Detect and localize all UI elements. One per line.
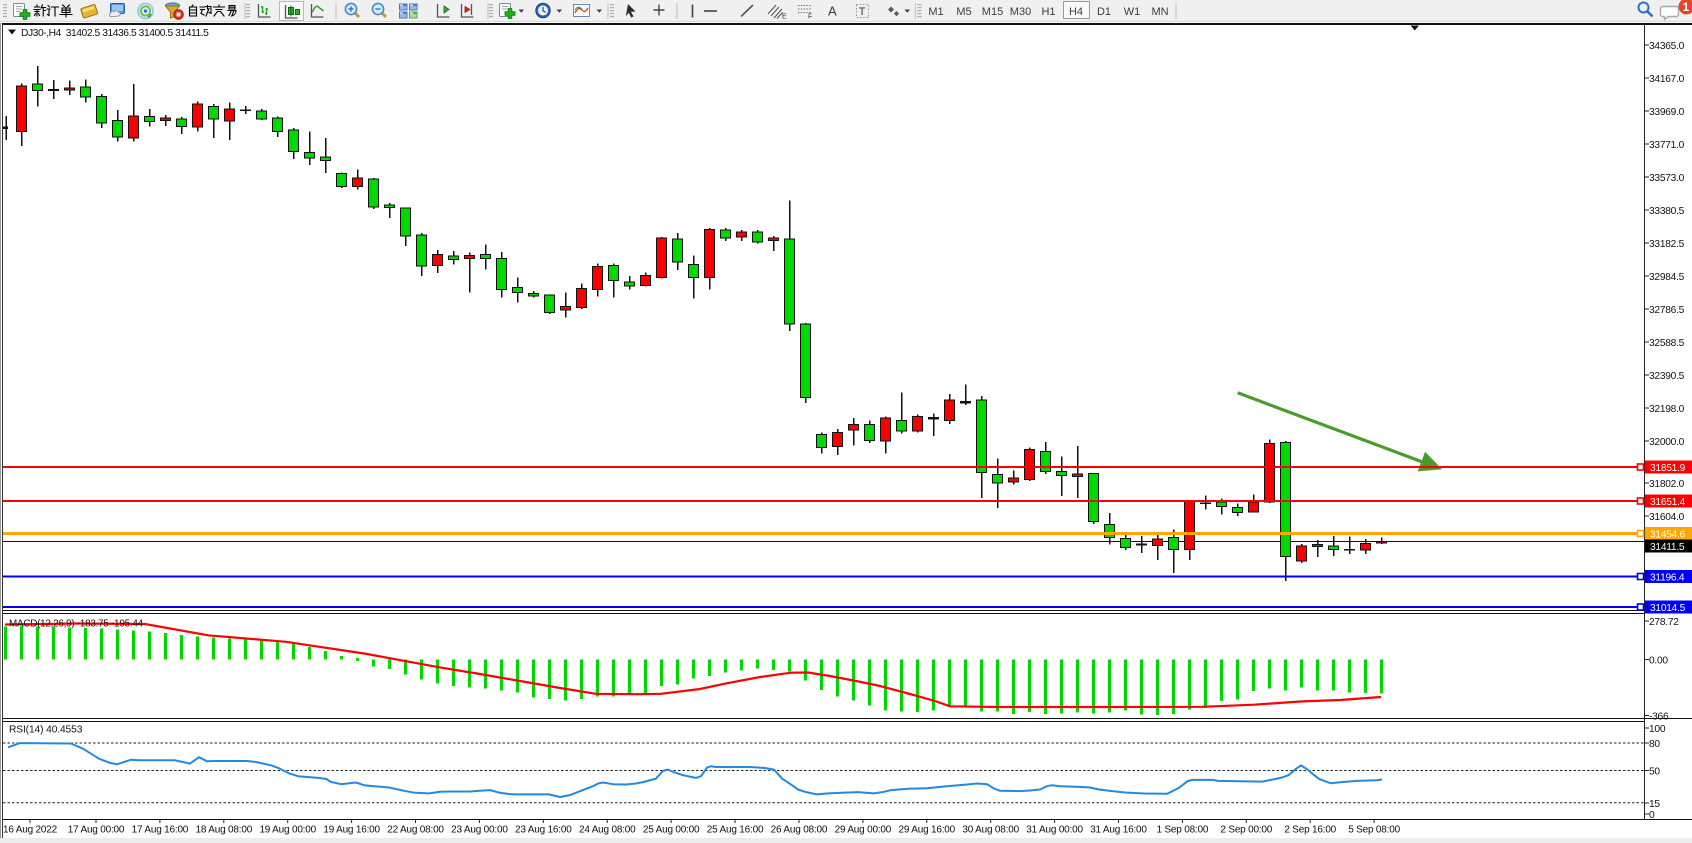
svg-text:33573.0: 33573.0 (1649, 173, 1685, 184)
svg-text:2 Sep 16:00: 2 Sep 16:00 (1284, 825, 1336, 836)
svg-text:32390.5: 32390.5 (1649, 371, 1685, 382)
svg-text:31604.0: 31604.0 (1649, 512, 1685, 523)
svg-text:33771.0: 33771.0 (1649, 140, 1685, 151)
svg-text:0: 0 (1649, 810, 1655, 821)
svg-text:31 Aug 00:00: 31 Aug 00:00 (1026, 825, 1083, 836)
svg-text:31 Aug 16:00: 31 Aug 16:00 (1090, 825, 1147, 836)
svg-text:34365.0: 34365.0 (1649, 41, 1685, 52)
svg-text:15: 15 (1649, 799, 1660, 810)
svg-text:22 Aug 08:00: 22 Aug 08:00 (387, 825, 444, 836)
svg-text:M30: M30 (1010, 6, 1031, 18)
svg-text:25 Aug 00:00: 25 Aug 00:00 (643, 825, 700, 836)
svg-text:E: E (782, 14, 787, 21)
svg-text:30 Aug 08:00: 30 Aug 08:00 (962, 825, 1019, 836)
svg-text:32786.5: 32786.5 (1649, 305, 1685, 316)
svg-text:32198.0: 32198.0 (1649, 404, 1685, 415)
svg-text:278.72: 278.72 (1649, 617, 1679, 628)
svg-text:2 Sep 00:00: 2 Sep 00:00 (1220, 825, 1272, 836)
svg-text:RSI(14) 40.4553: RSI(14) 40.4553 (9, 725, 83, 736)
svg-text:5 Sep 08:00: 5 Sep 08:00 (1348, 825, 1400, 836)
svg-text:M1: M1 (928, 6, 943, 18)
svg-text:MN: MN (1151, 6, 1168, 18)
svg-text:33182.5: 33182.5 (1649, 239, 1685, 250)
svg-text:1 Sep 08:00: 1 Sep 08:00 (1157, 825, 1209, 836)
svg-text:31411.5: 31411.5 (1650, 542, 1685, 553)
svg-text:25 Aug 16:00: 25 Aug 16:00 (707, 825, 764, 836)
svg-text:31802.0: 31802.0 (1649, 479, 1685, 490)
svg-text:32984.5: 32984.5 (1649, 272, 1685, 283)
svg-text:18 Aug 08:00: 18 Aug 08:00 (196, 825, 253, 836)
svg-text:MACD(12,26,9) -183.75 -195.44: MACD(12,26,9) -183.75 -195.44 (9, 619, 144, 630)
svg-text:T: T (859, 6, 866, 18)
svg-text:29 Aug 00:00: 29 Aug 00:00 (835, 825, 892, 836)
svg-text:32000.0: 32000.0 (1649, 437, 1685, 448)
svg-text:H1: H1 (1041, 6, 1055, 18)
svg-text:F: F (808, 14, 812, 21)
svg-text:16 Aug 2022: 16 Aug 2022 (3, 825, 58, 836)
svg-text:17 Aug 00:00: 17 Aug 00:00 (68, 825, 125, 836)
svg-text:33380.5: 33380.5 (1649, 206, 1685, 217)
svg-text:29 Aug 16:00: 29 Aug 16:00 (898, 825, 955, 836)
svg-text:31014.5: 31014.5 (1650, 603, 1686, 614)
svg-text:-366: -366 (1649, 711, 1669, 722)
svg-text:31651.4: 31651.4 (1650, 497, 1686, 508)
svg-text:26 Aug 08:00: 26 Aug 08:00 (771, 825, 828, 836)
svg-text:17 Aug 16:00: 17 Aug 16:00 (132, 825, 189, 836)
svg-text:32588.5: 32588.5 (1649, 338, 1685, 349)
svg-text:DJ30-,H4 31402.5 31436.5 3140: DJ30-,H4 31402.5 31436.5 31400.5 31411.5 (21, 28, 209, 39)
svg-text:H4: H4 (1069, 6, 1083, 18)
svg-text:A: A (828, 4, 837, 19)
svg-text:50: 50 (1649, 766, 1660, 777)
svg-text:23 Aug 16:00: 23 Aug 16:00 (515, 825, 572, 836)
svg-text:19 Aug 00:00: 19 Aug 00:00 (259, 825, 316, 836)
svg-text:D1: D1 (1097, 6, 1111, 18)
svg-text:34167.0: 34167.0 (1649, 74, 1685, 85)
svg-text:24 Aug 08:00: 24 Aug 08:00 (579, 825, 636, 836)
svg-text:W1: W1 (1124, 6, 1141, 18)
svg-text:31196.4: 31196.4 (1650, 573, 1685, 584)
svg-text:100: 100 (1649, 724, 1666, 735)
svg-text:31851.9: 31851.9 (1650, 463, 1686, 474)
svg-text:23 Aug 00:00: 23 Aug 00:00 (451, 825, 508, 836)
svg-text:80: 80 (1649, 739, 1660, 750)
svg-text:M5: M5 (956, 6, 971, 18)
svg-text:31454.6: 31454.6 (1650, 530, 1686, 541)
svg-text:M15: M15 (982, 6, 1003, 18)
svg-text:1: 1 (1683, 2, 1690, 14)
svg-text:0.00: 0.00 (1649, 655, 1668, 666)
svg-text:19 Aug 16:00: 19 Aug 16:00 (323, 825, 380, 836)
svg-text:33969.0: 33969.0 (1649, 107, 1685, 118)
